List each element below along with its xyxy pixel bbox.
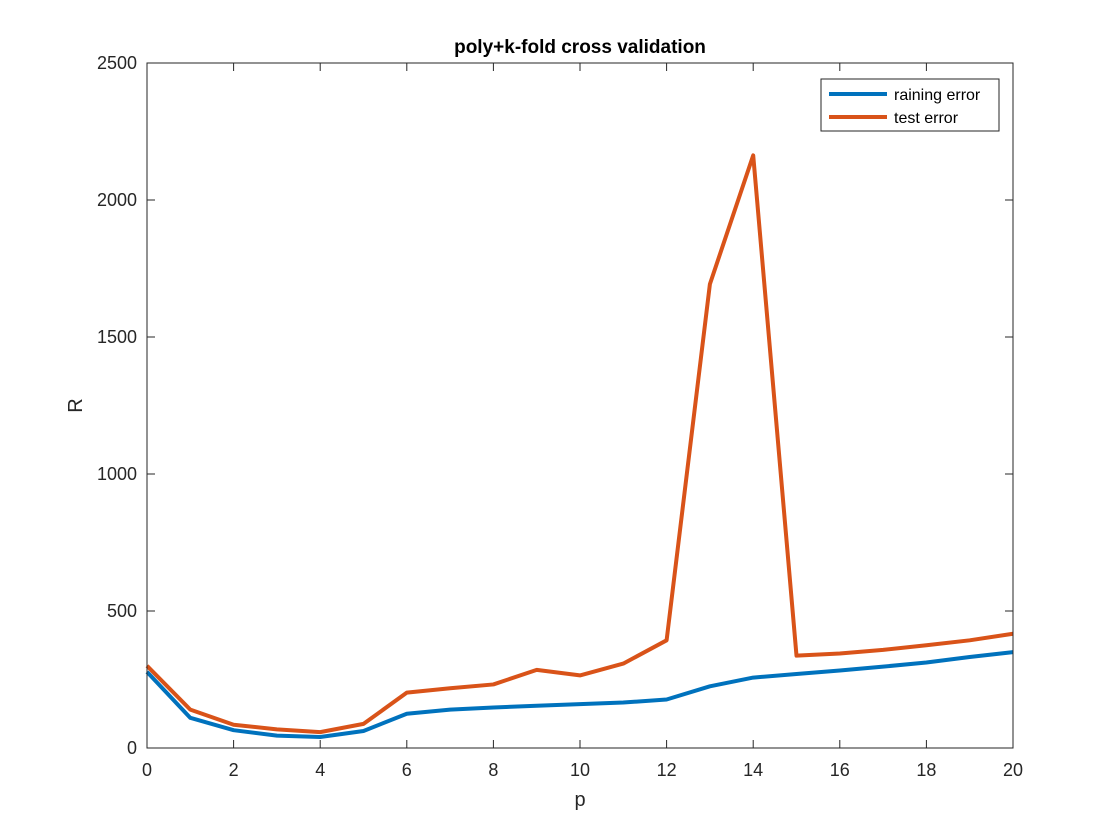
y-tick-label: 2500 <box>97 53 137 73</box>
legend-label-2: test error <box>894 110 959 127</box>
y-tick-label: 1000 <box>97 464 137 484</box>
legend: raining error test error <box>820 78 1000 132</box>
series-line-2 <box>145 153 1014 735</box>
x-tick-label: 12 <box>657 760 677 780</box>
y-tick-label: 1500 <box>97 327 137 347</box>
y-tick-label: 2000 <box>97 190 137 210</box>
chart-title: poly+k-fold cross validation <box>454 37 706 58</box>
x-axis-label: p <box>574 789 585 811</box>
plot-area <box>147 63 1013 748</box>
x-tick-label: 6 <box>402 760 412 780</box>
legend-box <box>820 78 1000 132</box>
x-tick-label: 4 <box>315 760 325 780</box>
y-tick-label: 0 <box>127 738 137 758</box>
x-tick-label: 20 <box>1003 760 1023 780</box>
y-tick-label: 500 <box>107 601 137 621</box>
x-tick-label: 16 <box>830 760 850 780</box>
legend-label-1: raining error <box>894 87 981 104</box>
x-tick-label: 14 <box>743 760 763 780</box>
x-tick-label: 10 <box>570 760 590 780</box>
y-axis-label: R <box>65 398 87 412</box>
x-tick-label: 18 <box>916 760 936 780</box>
x-tick-label: 0 <box>142 760 152 780</box>
series-line-1 <box>145 650 1014 740</box>
x-tick-label: 2 <box>229 760 239 780</box>
x-tick-label: 8 <box>488 760 498 780</box>
